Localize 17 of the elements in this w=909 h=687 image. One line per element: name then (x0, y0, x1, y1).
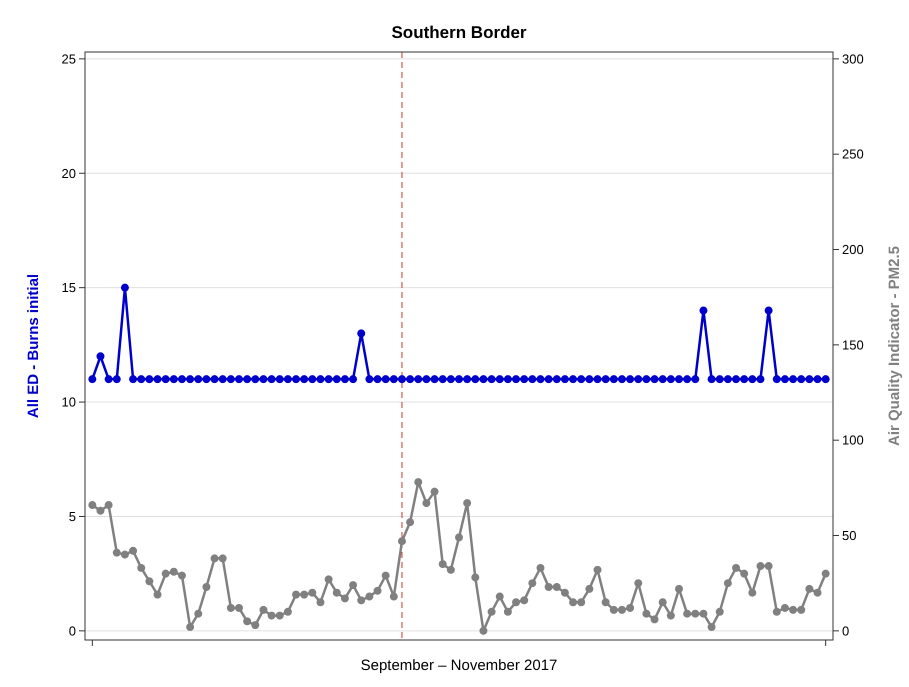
y2-tick-label: 100 (842, 432, 864, 448)
y2-tick-label: 250 (842, 146, 864, 162)
y-tick-label: 5 (68, 509, 76, 524)
y-tick-label: 25 (62, 51, 76, 66)
y-tick-label: 0 (68, 623, 76, 638)
y-tick-label: 20 (62, 166, 76, 181)
y2-tick-label: 200 (842, 242, 864, 258)
y2-tick-label: 0 (842, 623, 850, 638)
y2-tick-label: 50 (842, 528, 856, 544)
y-tick-label: 10 (62, 394, 76, 410)
y2-tick-label: 300 (842, 51, 864, 66)
chart-title: Southern Border (391, 23, 527, 42)
y2-tick-label: 150 (842, 337, 864, 352)
y2-axis-title: Air Quality Indicator - PM2.5 (886, 246, 903, 446)
y-tick-label: 15 (62, 280, 76, 296)
y-axis-title: All ED - Burns initial (25, 274, 42, 418)
x-axis-title: September – November 2017 (360, 657, 558, 674)
